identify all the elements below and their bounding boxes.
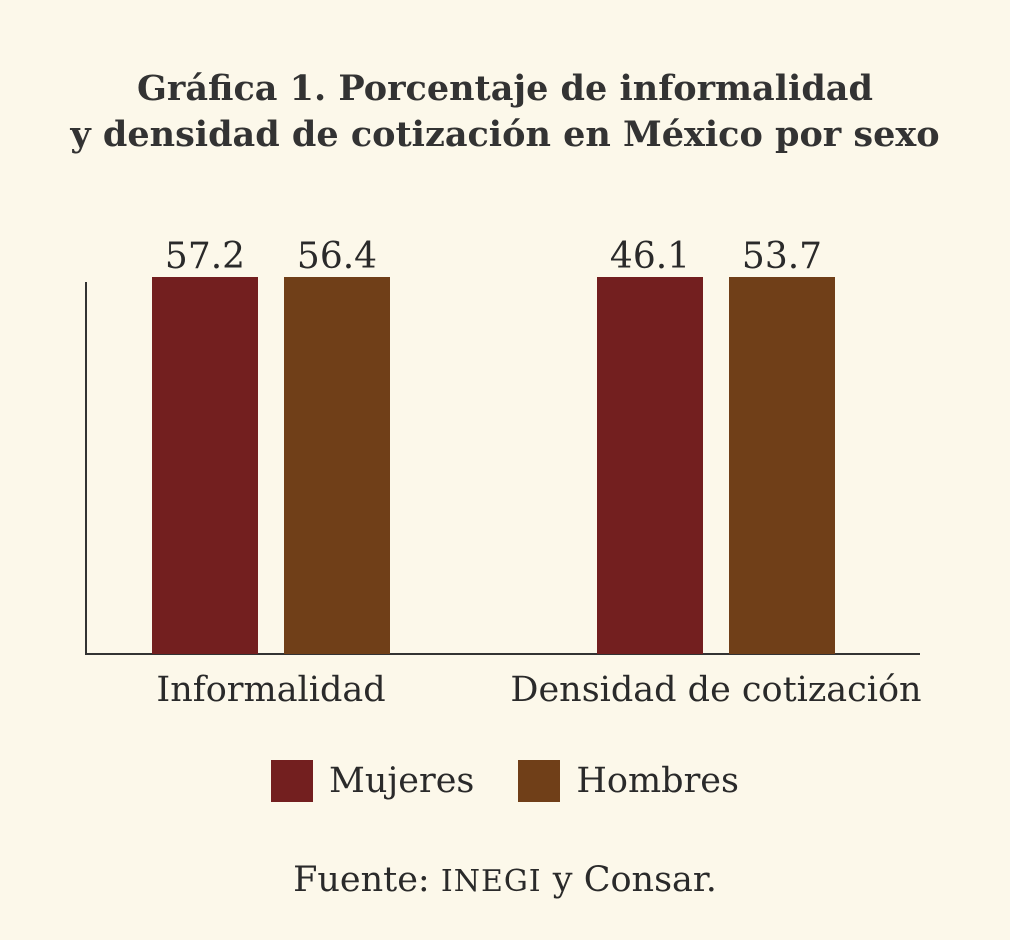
category-label-0: Informalidad	[156, 670, 385, 710]
source-note: Fuente: INEGI y Consar.	[0, 860, 1010, 900]
value-label-hombres-0: 56.4	[297, 236, 377, 277]
bar-hombres-1	[729, 277, 835, 654]
value-label-mujeres-0: 57.2	[165, 236, 245, 277]
source-middle: y	[541, 860, 584, 900]
source-prefix: Fuente:	[293, 860, 441, 900]
bar-hombres-0	[284, 277, 390, 654]
legend-label-mujeres: Mujeres	[329, 761, 475, 801]
category-label-1: Densidad de cotización	[510, 670, 921, 710]
value-label-mujeres-1: 46.1	[610, 236, 690, 277]
chart-legend: Mujeres Hombres	[0, 760, 1010, 802]
chart-title-line-2: y densidad de cotización en México por s…	[70, 114, 940, 155]
bar-chart: 57.2 56.4 Informalidad 46.1 53.7 Densidad de …	[85, 236, 922, 710]
source-org-inegi: INEGI	[440, 864, 542, 899]
value-label-hombres-1: 53.7	[742, 236, 822, 277]
source-org-consar: Consar.	[583, 860, 717, 900]
chart-title: Gráfica 1. Porcentaje de informalidad y …	[0, 66, 1010, 158]
chart-title-line-1: Gráfica 1. Porcentaje de informalidad	[137, 68, 873, 109]
legend-item-mujeres: Mujeres	[271, 760, 474, 802]
legend-item-hombres: Hombres	[518, 760, 739, 802]
bar-mujeres-0	[152, 277, 258, 654]
legend-swatch-mujeres	[271, 760, 314, 802]
chart-bars	[152, 277, 835, 654]
legend-swatch-hombres	[518, 760, 561, 802]
legend-label-hombres: Hombres	[576, 761, 739, 801]
bar-mujeres-1	[597, 277, 703, 654]
chart-labels: 57.2 56.4 Informalidad 46.1 53.7 Densidad de …	[156, 236, 921, 710]
